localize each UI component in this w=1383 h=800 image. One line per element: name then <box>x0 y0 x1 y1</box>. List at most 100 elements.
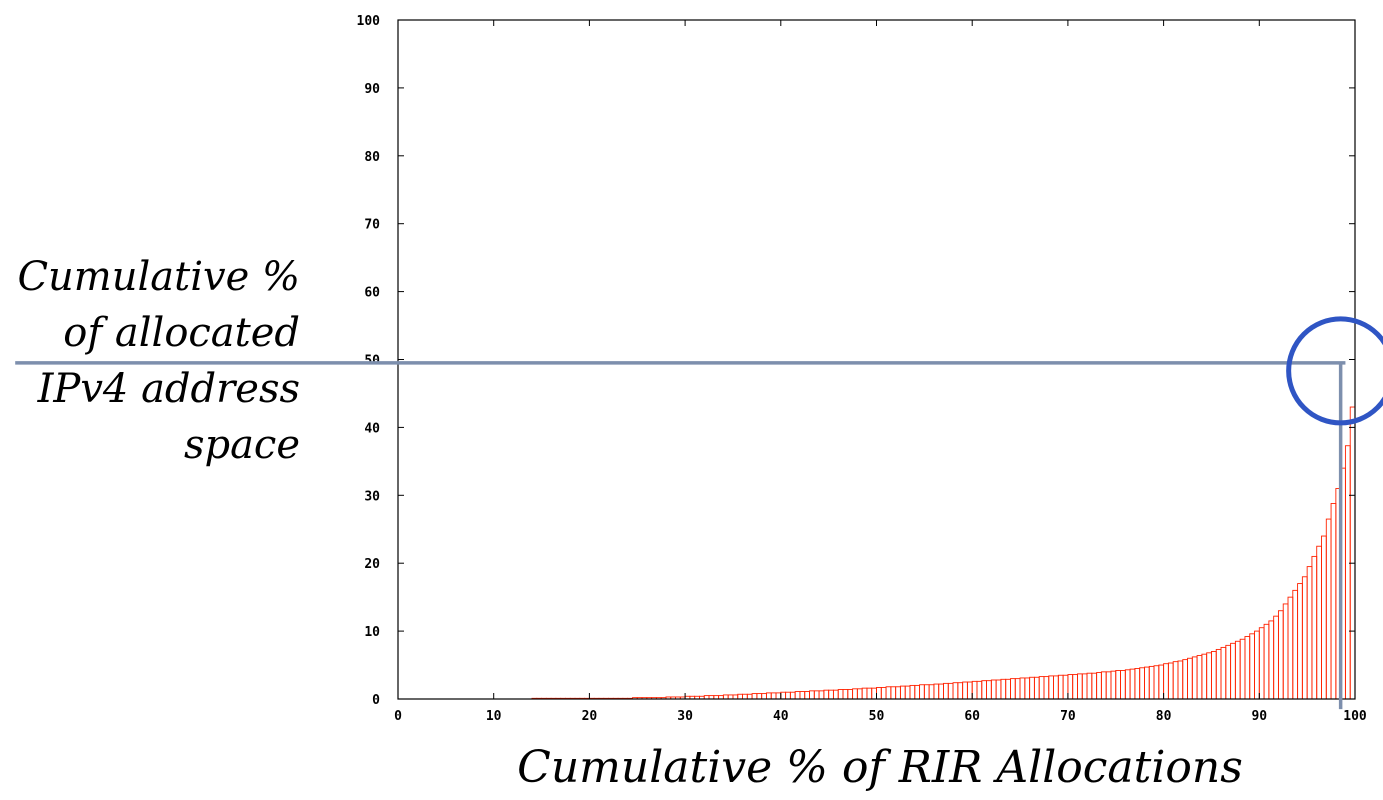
bar <box>1321 535 1327 700</box>
bar <box>1292 589 1299 700</box>
bar <box>1282 603 1289 700</box>
bar <box>1225 644 1232 700</box>
bar <box>1244 636 1251 700</box>
x-tick-label: 10 <box>486 709 502 724</box>
x-tick-label: 50 <box>869 709 885 724</box>
bar <box>1115 670 1121 700</box>
bar <box>1139 667 1145 700</box>
bar <box>986 680 992 700</box>
bar <box>756 693 763 700</box>
bar <box>981 680 988 700</box>
x-tick-label: 0 <box>394 709 402 724</box>
bar <box>1153 665 1160 700</box>
bar <box>804 691 810 700</box>
bar <box>1277 610 1284 700</box>
bar <box>923 684 930 700</box>
bar <box>1110 670 1117 700</box>
bar <box>1273 615 1279 700</box>
bar <box>746 693 753 700</box>
x-axis-label: Cumulative % of RIR Allocations <box>517 742 1243 793</box>
bar <box>842 689 849 700</box>
bar <box>1249 633 1255 700</box>
bar <box>1014 678 1021 700</box>
bar <box>828 689 834 700</box>
bar <box>1048 675 1055 700</box>
bar <box>847 689 854 700</box>
bar <box>938 683 944 700</box>
bar <box>1120 670 1126 700</box>
bar <box>785 691 791 700</box>
bar <box>1129 668 1136 700</box>
bars-group <box>531 406 1356 700</box>
y-tick-label: 40 <box>364 421 380 436</box>
bar <box>837 689 844 700</box>
bar <box>1033 676 1040 700</box>
bar <box>976 680 983 700</box>
bar <box>1349 406 1356 700</box>
bar <box>990 679 997 700</box>
y-tick-label: 100 <box>357 14 381 29</box>
bar <box>1105 671 1112 700</box>
bar <box>866 687 873 700</box>
y-tick-label: 70 <box>364 218 380 233</box>
y-axis-label-line-4: space <box>184 422 300 468</box>
x-tick-label: 20 <box>582 709 598 724</box>
bar <box>1268 620 1275 700</box>
bar <box>1297 583 1303 700</box>
bar <box>1215 648 1222 700</box>
bar <box>1134 668 1141 700</box>
bar <box>1158 664 1165 700</box>
bar <box>1057 674 1064 700</box>
bar <box>919 684 925 700</box>
bar <box>871 687 877 700</box>
bar <box>856 688 863 700</box>
bar <box>761 693 767 700</box>
bar <box>995 679 1002 700</box>
y-tick-label: 30 <box>364 489 380 504</box>
y-axis-label-line-1: Cumulative % <box>17 254 300 300</box>
plot-frame <box>397 19 1356 700</box>
bar <box>1062 674 1069 700</box>
bar <box>1172 661 1179 700</box>
bar <box>809 690 815 700</box>
bar <box>1005 678 1011 700</box>
x-tick-label: 70 <box>1060 709 1076 724</box>
bar <box>1187 657 1193 700</box>
bar <box>1086 672 1093 700</box>
bar <box>818 690 825 700</box>
y-axis-label-line-3: IPv4 address <box>37 366 300 412</box>
y-tick-label: 50 <box>364 354 380 369</box>
bar <box>751 693 758 700</box>
bar <box>1067 674 1074 700</box>
x-tick-label: 90 <box>1251 709 1267 724</box>
bar <box>813 690 820 700</box>
bar <box>1316 545 1322 700</box>
x-tick-label: 100 <box>1343 709 1367 724</box>
bar <box>732 694 739 700</box>
bar <box>1043 676 1050 700</box>
bar <box>1254 630 1260 700</box>
y-tick-label: 10 <box>364 625 380 640</box>
bar <box>904 685 911 700</box>
bar <box>823 689 830 700</box>
bar <box>1301 576 1308 700</box>
bar <box>1029 676 1035 700</box>
bar <box>890 686 897 700</box>
bar <box>861 687 868 700</box>
bar <box>1077 673 1083 700</box>
bar <box>899 685 906 700</box>
bar <box>952 682 959 700</box>
bar <box>1124 669 1131 700</box>
bar <box>1230 642 1236 700</box>
ticks-group: 0 10 20 30 40 50 60 70 80 90 100 0 10 20 30 40 50 60 70 80 9… <box>357 14 1367 724</box>
bar <box>876 687 882 700</box>
bar <box>1148 665 1155 700</box>
bar <box>1010 678 1016 700</box>
y-tick-label: 0 <box>372 693 380 708</box>
annotation-circle <box>1286 316 1383 426</box>
bar <box>1091 672 1098 700</box>
bar <box>966 681 973 700</box>
bar <box>1081 673 1088 700</box>
bar <box>1344 445 1351 700</box>
bar <box>1258 627 1265 700</box>
